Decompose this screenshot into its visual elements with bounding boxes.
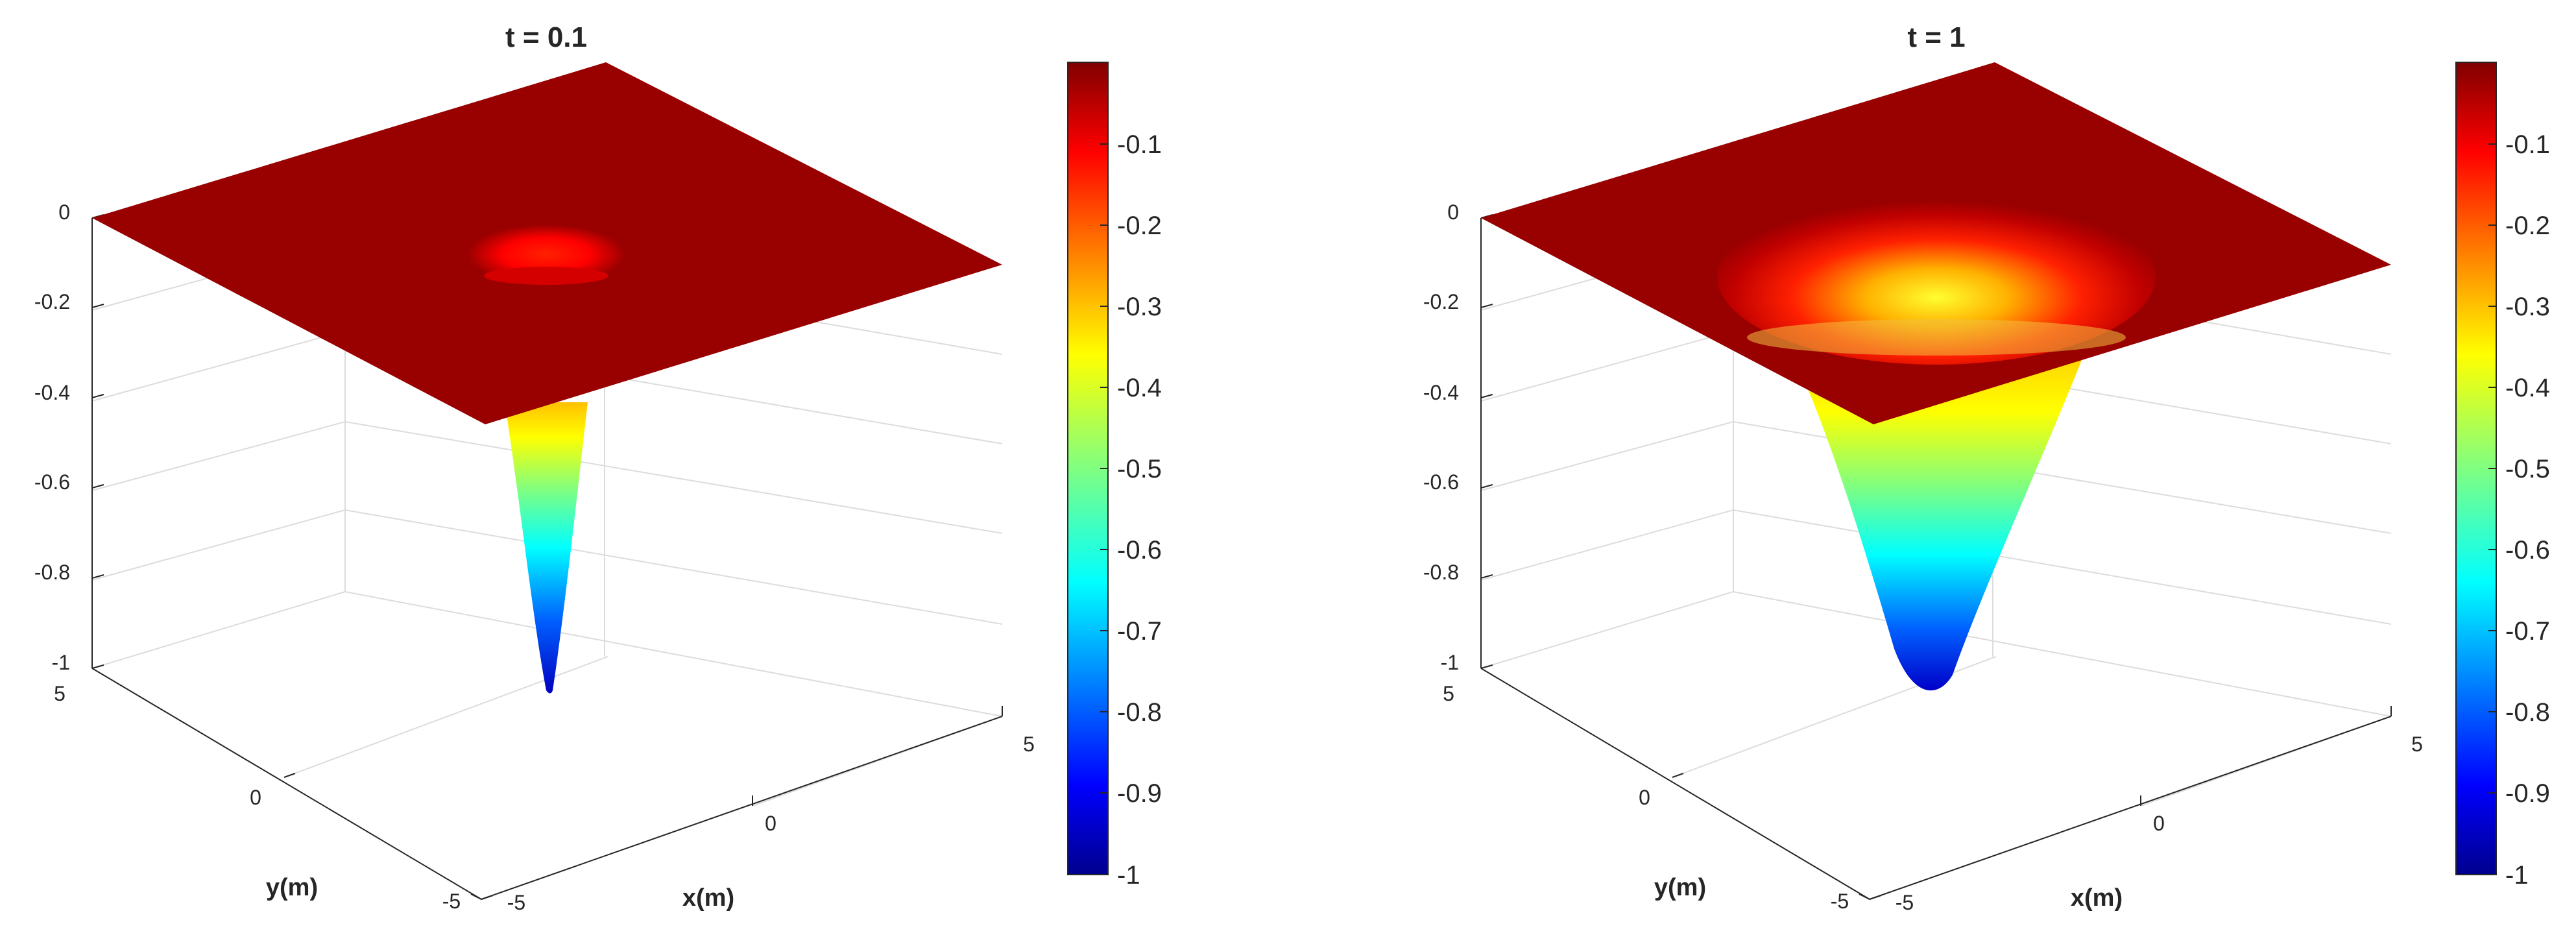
y-tick-labels: 5 0 -5 (1443, 682, 1849, 913)
panel-t1: t = 1 0 -0.2 -0.4 -0.6 -0.8 -1 5 0 -5 -5… (1423, 21, 2550, 914)
z-tick-label: 0 (1447, 200, 1459, 224)
colorbar-tick-label: -0.8 (2505, 698, 2550, 727)
colorbar-tick-label: -0.9 (1117, 779, 1162, 808)
z-tick-marks (91, 214, 1003, 900)
x-tick-labels: -5 0 5 (1896, 733, 2423, 914)
panel-t01: t = 0.1 0 -0.2 -0.4 -0.6 -0.8 -1 5 0 -5 … (34, 21, 1162, 914)
colorbar-tick-label: -1 (2505, 861, 2529, 890)
colorbar-tick-label: -0.6 (1117, 536, 1162, 564)
surface-hole (1717, 188, 2156, 365)
colorbar-tick-label: -0.4 (2505, 374, 2550, 402)
chart-title: t = 0.1 (505, 21, 587, 53)
colorbar-tick-label: -0.7 (1117, 617, 1162, 646)
colorbar-tick-label: -0.5 (1117, 455, 1162, 483)
z-tick-labels: 0 -0.2 -0.4 -0.6 -0.8 -1 (1423, 200, 1459, 674)
y-tick-label: 0 (250, 786, 261, 809)
z-tick-label: -1 (1441, 651, 1459, 674)
axis-lines (91, 218, 1003, 900)
x-tick-label: -5 (1896, 891, 1914, 914)
colorbar-tick-label: -0.6 (2505, 536, 2550, 564)
x-axis-label: x(m) (2071, 884, 2123, 912)
z-tick-label: -0.2 (1423, 290, 1459, 313)
z-tick-label: -0.8 (1423, 561, 1459, 584)
axis-lines (1480, 218, 2392, 900)
x-tick-labels: -5 0 5 (507, 733, 1035, 914)
z-tick-labels: 0 -0.2 -0.4 -0.6 -0.8 -1 (34, 200, 70, 674)
z-tick-label: -0.6 (1423, 470, 1459, 494)
y-axis-label: y(m) (266, 874, 318, 901)
x-tick-label: 5 (2411, 733, 2423, 756)
z-tick-label: -0.2 (34, 290, 70, 313)
colorbar-tick-label: -0.3 (1117, 293, 1162, 321)
z-tick-label: -0.4 (1423, 381, 1459, 404)
chart-title: t = 1 (1907, 21, 1965, 53)
y-tick-label: 5 (54, 682, 66, 705)
x-axis-label: x(m) (682, 884, 734, 912)
colorbar-tick-label: -0.3 (2505, 293, 2550, 321)
y-axis-label: y(m) (1654, 874, 1706, 901)
z-tick-label: 0 (58, 200, 70, 224)
colorbar-tick-label: -0.9 (2505, 779, 2550, 808)
colorbar: -0.1 -0.2 -0.3 -0.4 -0.5 -0.6 -0.7 -0.8 … (2455, 62, 2550, 890)
colorbar-tick-label: -0.4 (1117, 374, 1162, 402)
x-tick-label: 5 (1023, 733, 1035, 756)
x-tick-label: 0 (765, 812, 776, 835)
colorbar-tick-label: -0.2 (2505, 212, 2550, 240)
z-tick-label: -0.4 (34, 381, 70, 404)
colorbar: -0.1 -0.2 -0.3 -0.4 -0.5 -0.6 -0.7 -0.8 … (1067, 62, 1162, 890)
z-tick-label: -0.6 (34, 470, 70, 494)
x-tick-label: 0 (2153, 812, 2165, 835)
x-tick-label: -5 (507, 891, 525, 914)
y-tick-label: 5 (1443, 682, 1454, 705)
colorbar-tick-label: -0.2 (1117, 212, 1162, 240)
surface-well (1790, 350, 2086, 691)
y-tick-label: -5 (1831, 890, 1849, 913)
colorbar-tick-label: -0.7 (2505, 617, 2550, 646)
colorbar-tick-label: -0.1 (2505, 130, 2550, 159)
surface-well (505, 402, 588, 694)
y-tick-label: 0 (1639, 786, 1650, 809)
colorbar-tick-label: -0.8 (1117, 698, 1162, 727)
colorbar-tick-label: -0.5 (2505, 455, 2550, 483)
colorbar-tick-label: -1 (1117, 861, 1140, 890)
y-tick-labels: 5 0 -5 (54, 682, 461, 913)
y-tick-label: -5 (442, 890, 461, 913)
z-tick-label: -0.8 (34, 561, 70, 584)
z-tick-label: -1 (52, 651, 70, 674)
colorbar-tick-label: -0.1 (1117, 130, 1162, 159)
